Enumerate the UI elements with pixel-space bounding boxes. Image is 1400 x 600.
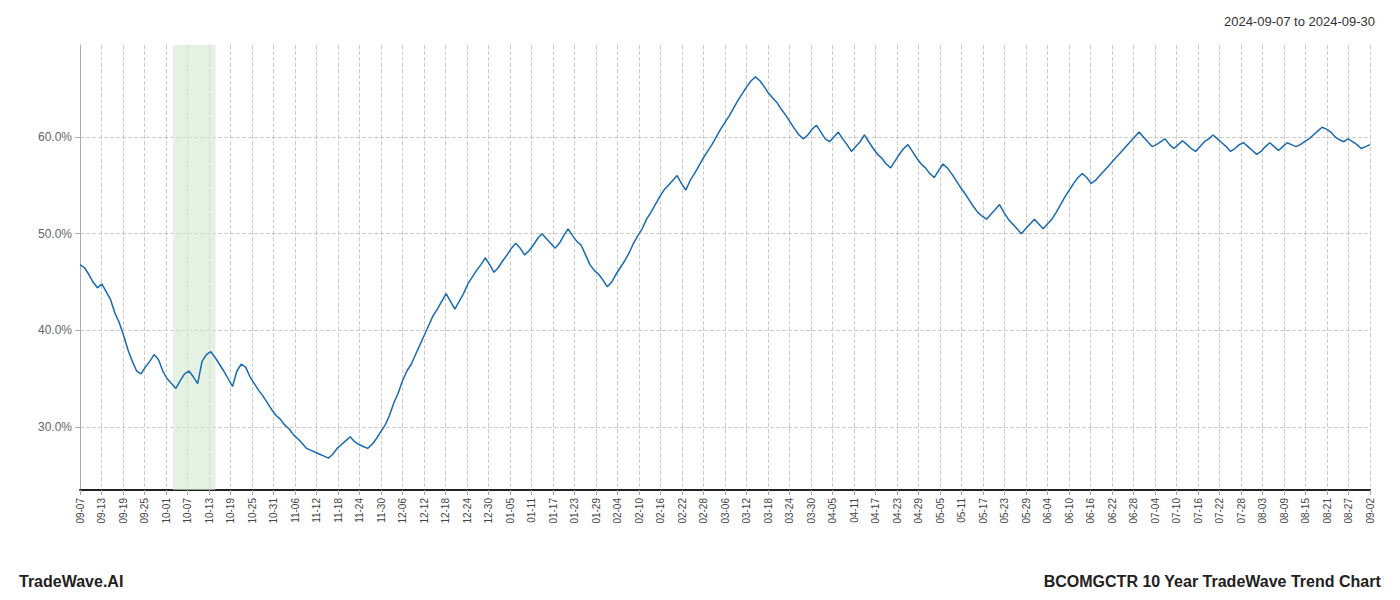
svg-text:40.0%: 40.0% [38,323,72,337]
svg-text:01-11: 01-11 [526,498,537,523]
svg-text:04-05: 04-05 [827,498,838,524]
svg-text:07-16: 07-16 [1193,498,1204,524]
svg-text:09-02: 09-02 [1365,498,1376,524]
svg-text:10-01: 10-01 [161,498,172,524]
svg-text:08-15: 08-15 [1300,498,1311,524]
svg-text:05-23: 05-23 [999,498,1010,524]
svg-text:03-12: 03-12 [741,498,752,524]
svg-text:10-31: 10-31 [268,498,279,524]
svg-text:03-06: 03-06 [720,498,731,524]
svg-text:05-29: 05-29 [1021,498,1032,524]
svg-text:10-07: 10-07 [182,498,193,524]
svg-text:12-30: 12-30 [483,498,494,524]
svg-text:10-13: 10-13 [204,498,215,524]
svg-text:30.0%: 30.0% [38,420,72,434]
svg-text:08-03: 08-03 [1257,498,1268,524]
svg-text:03-24: 03-24 [784,498,795,524]
svg-text:60.0%: 60.0% [38,130,72,144]
svg-text:01-29: 01-29 [591,498,602,524]
svg-text:07-22: 07-22 [1214,498,1225,524]
svg-text:10-19: 10-19 [225,498,236,524]
svg-text:04-11: 04-11 [849,498,860,523]
svg-text:11-18: 11-18 [333,498,344,523]
svg-text:05-05: 05-05 [935,498,946,524]
svg-text:BCOMGCTR 10 Year TradeWave Tre: BCOMGCTR 10 Year TradeWave Trend Chart [1044,573,1382,590]
svg-text:09-07: 09-07 [75,498,86,524]
svg-text:12-24: 12-24 [462,498,473,524]
svg-text:12-18: 12-18 [440,498,451,524]
svg-text:01-23: 01-23 [569,498,580,524]
svg-text:11-30: 11-30 [376,498,387,523]
svg-text:08-27: 08-27 [1343,498,1354,524]
svg-text:02-16: 02-16 [655,498,666,524]
svg-text:04-17: 04-17 [870,498,881,524]
svg-text:02-10: 02-10 [634,498,645,524]
svg-text:50.0%: 50.0% [38,227,72,241]
svg-text:06-28: 06-28 [1128,498,1139,524]
svg-text:10-25: 10-25 [247,498,258,524]
svg-text:05-17: 05-17 [978,498,989,524]
svg-text:09-19: 09-19 [118,498,129,524]
svg-text:07-04: 07-04 [1150,498,1161,524]
svg-text:06-16: 06-16 [1085,498,1096,524]
svg-text:11-24: 11-24 [354,498,365,523]
svg-text:12-06: 12-06 [397,498,408,524]
svg-text:03-30: 03-30 [806,498,817,524]
svg-text:11-12: 11-12 [311,498,322,523]
svg-text:01-05: 01-05 [505,498,516,524]
svg-text:05-11: 05-11 [956,498,967,523]
svg-text:08-09: 08-09 [1279,498,1290,524]
svg-text:02-22: 02-22 [677,498,688,524]
svg-text:02-04: 02-04 [612,498,623,524]
svg-text:06-10: 06-10 [1064,498,1075,524]
svg-text:2024-09-07 to 2024-09-30: 2024-09-07 to 2024-09-30 [1224,14,1375,29]
svg-text:06-22: 06-22 [1107,498,1118,524]
svg-text:08-21: 08-21 [1322,498,1333,524]
svg-text:09-25: 09-25 [139,498,150,524]
svg-text:02-28: 02-28 [698,498,709,524]
svg-text:04-29: 04-29 [913,498,924,524]
svg-text:11-06: 11-06 [290,498,301,523]
svg-text:01-17: 01-17 [548,498,559,524]
svg-text:07-10: 07-10 [1171,498,1182,524]
svg-text:07-28: 07-28 [1236,498,1247,524]
svg-text:06-04: 06-04 [1042,498,1053,524]
svg-text:12-12: 12-12 [419,498,430,524]
svg-text:09-13: 09-13 [96,498,107,524]
svg-text:TradeWave.AI: TradeWave.AI [19,573,123,590]
svg-text:03-18: 03-18 [763,498,774,524]
svg-text:04-23: 04-23 [892,498,903,524]
